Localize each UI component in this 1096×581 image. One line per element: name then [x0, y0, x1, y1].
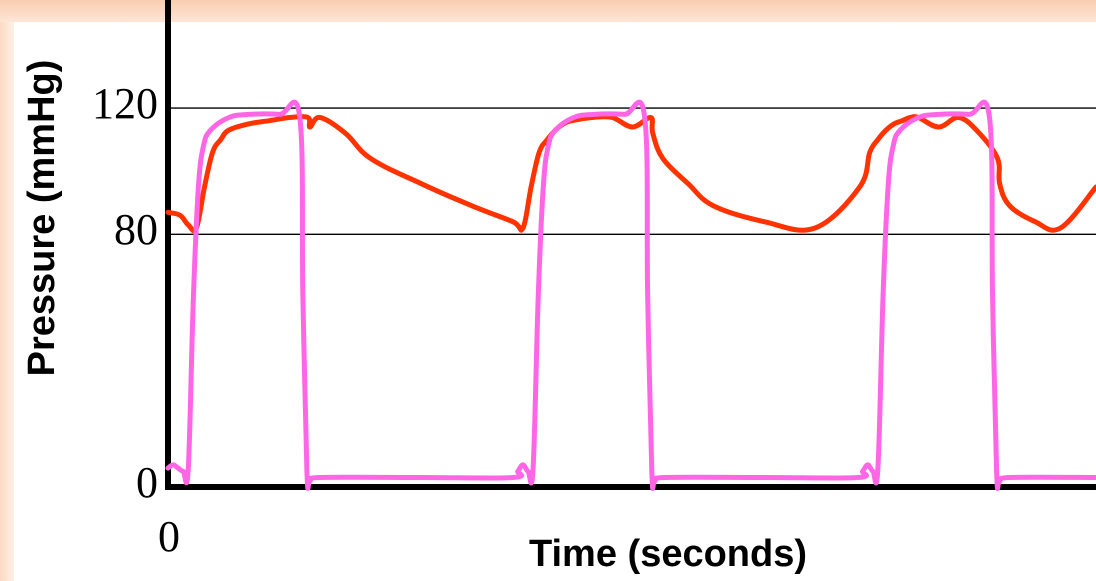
axes	[165, 0, 1096, 490]
series-line-magenta	[165, 99, 1096, 491]
x-axis-title: Time (seconds)	[528, 533, 808, 575]
y-tick-label-80: 80	[114, 205, 158, 255]
series-lines	[165, 99, 1096, 491]
y-tick-label-0: 0	[136, 458, 158, 507]
x-tick-label-0: 0	[158, 512, 180, 561]
y-tick-label-120: 120	[92, 79, 158, 129]
y-axis-title: Pressure (mmHg)	[21, 59, 63, 377]
series-line-red	[165, 114, 1096, 234]
